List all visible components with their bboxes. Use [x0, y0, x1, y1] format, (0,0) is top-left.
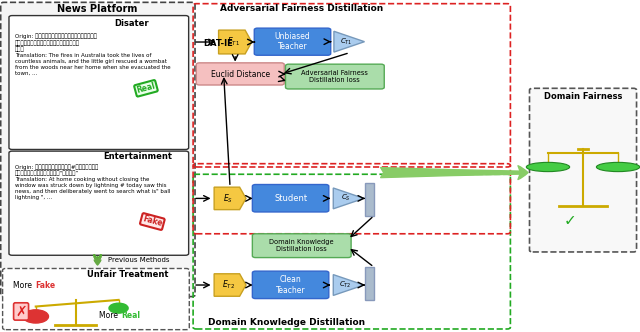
Text: Domain Fairness: Domain Fairness [544, 92, 622, 101]
FancyBboxPatch shape [254, 28, 331, 55]
Text: Origin: 在家做饭未关窗被雷击倒#今儿看到这个新
闻，然后特意去搜了一下什么是“球形闪电”
Translation: At home cooking wi: Origin: 在家做饭未关窗被雷击倒#今儿看到这个新 闻，然后特意去搜了一下什… [15, 164, 170, 200]
Polygon shape [214, 274, 246, 296]
Polygon shape [334, 31, 365, 52]
Text: $E_{T1}$: $E_{T1}$ [227, 36, 240, 48]
Text: ✗: ✗ [15, 304, 27, 318]
FancyBboxPatch shape [365, 183, 374, 215]
Text: Clean
Teacher: Clean Teacher [276, 275, 305, 295]
Text: Adversarial Fairness Distillation: Adversarial Fairness Distillation [220, 4, 383, 13]
Text: Unbiased
Teacher: Unbiased Teacher [275, 32, 310, 51]
Text: ✓: ✓ [564, 213, 577, 228]
Text: Disater: Disater [114, 19, 148, 28]
FancyBboxPatch shape [9, 16, 189, 149]
Polygon shape [214, 187, 246, 209]
Text: More: More [13, 281, 35, 290]
FancyBboxPatch shape [365, 267, 374, 300]
Text: Adversarial Fairness
Distillation loss: Adversarial Fairness Distillation loss [301, 70, 368, 83]
Text: Real: Real [136, 81, 156, 95]
FancyBboxPatch shape [1, 2, 195, 296]
Polygon shape [333, 275, 364, 295]
Text: Fake: Fake [141, 214, 163, 228]
Text: Origin: 澳洲的大火带走了无数动物的生命，小女孩
在撤离城镇的时候，从家附近的树林里救出了
袋貂熊
Translation: The fires in A: Origin: 澳洲的大火带走了无数动物的生命，小女孩 在撤离城镇的时候，从家附… [15, 34, 170, 76]
FancyBboxPatch shape [9, 151, 189, 255]
Circle shape [109, 303, 128, 313]
FancyBboxPatch shape [252, 271, 329, 298]
Text: Student: Student [274, 194, 307, 203]
Text: Entertainment: Entertainment [103, 152, 172, 161]
Text: Unfair Treatment: Unfair Treatment [88, 270, 169, 279]
Text: $C_{T1}$: $C_{T1}$ [340, 37, 353, 47]
Text: Euclid Distance: Euclid Distance [211, 70, 270, 79]
FancyBboxPatch shape [285, 64, 384, 89]
Polygon shape [219, 30, 252, 54]
Text: $C_S$: $C_S$ [340, 193, 351, 204]
Circle shape [23, 310, 49, 323]
FancyBboxPatch shape [3, 269, 189, 330]
Text: $E_S$: $E_S$ [223, 192, 234, 205]
Text: $E_{T2}$: $E_{T2}$ [222, 279, 235, 291]
Ellipse shape [526, 162, 570, 172]
FancyBboxPatch shape [196, 63, 284, 85]
Text: Fake: Fake [36, 281, 56, 290]
FancyBboxPatch shape [252, 185, 329, 212]
Text: News Platform: News Platform [58, 4, 138, 14]
Text: DAT-IE: DAT-IE [204, 39, 233, 48]
Text: $C_{T2}$: $C_{T2}$ [339, 280, 352, 290]
Text: More: More [99, 311, 121, 320]
Polygon shape [333, 188, 364, 209]
FancyBboxPatch shape [529, 88, 637, 252]
Text: Domain Knowledge Distillation: Domain Knowledge Distillation [207, 318, 365, 327]
Text: Domain Knowledge
Distillation loss: Domain Knowledge Distillation loss [269, 239, 333, 252]
FancyBboxPatch shape [252, 234, 351, 258]
Text: Previous Methods: Previous Methods [108, 257, 169, 263]
Text: Real: Real [122, 311, 141, 320]
Ellipse shape [596, 162, 640, 172]
